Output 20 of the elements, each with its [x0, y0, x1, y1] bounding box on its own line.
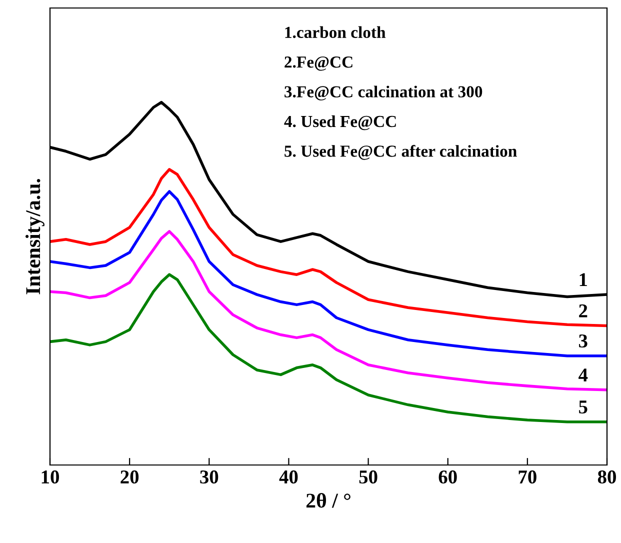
text: 1.carbon cloth — [285, 26, 386, 38]
series-label: 2 — [579, 304, 588, 318]
series-label: 1 — [580, 273, 587, 286]
x-tick-label: 70 — [518, 470, 536, 484]
series-label: 4 — [578, 368, 588, 382]
x-axis-title: 2θ / ° — [306, 492, 350, 508]
x-tick-label: 60 — [438, 470, 457, 484]
x-tick-label: 10 — [42, 470, 59, 484]
text: 2.Fe@CC — [284, 56, 352, 71]
x-tick-label: 50 — [359, 470, 378, 484]
annotation: 5. Used Fe@CC after calcination — [284, 144, 517, 160]
annotation: 4. Used Fe@CC — [284, 115, 396, 130]
x-tick-label: 20 — [120, 470, 139, 484]
x-tick-label: 80 — [598, 470, 616, 484]
text: 3.Fe@CC calcination at 300 — [284, 86, 482, 100]
x-tick-label: 40 — [279, 470, 298, 484]
y-axis-title: Intensity/a.u. — [25, 178, 44, 294]
series-label: 3 — [579, 334, 588, 348]
series-label: 5 — [579, 400, 588, 414]
x-tick-label: 30 — [200, 470, 218, 484]
